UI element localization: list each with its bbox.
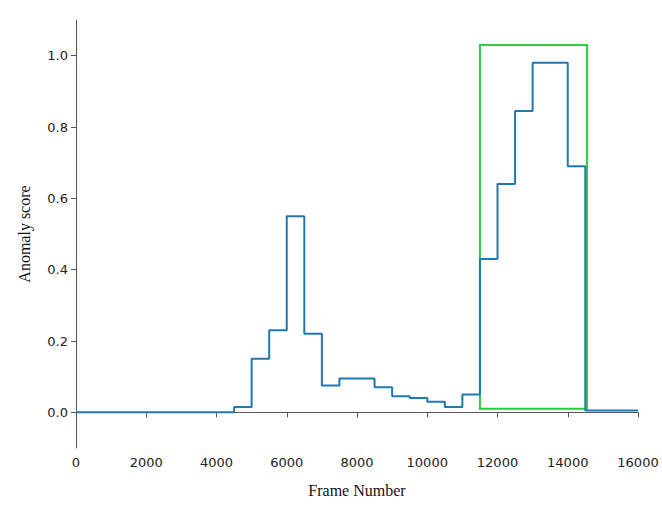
- svg-text:2000: 2000: [130, 455, 163, 470]
- svg-text:12000: 12000: [477, 455, 518, 470]
- svg-text:8000: 8000: [340, 455, 373, 470]
- svg-text:Anomaly score: Anomaly score: [16, 185, 34, 282]
- svg-text:0.0: 0.0: [47, 405, 68, 420]
- svg-text:10000: 10000: [407, 455, 448, 470]
- svg-text:0.4: 0.4: [47, 262, 68, 277]
- svg-text:Frame Number: Frame Number: [308, 482, 406, 499]
- svg-text:0: 0: [72, 455, 80, 470]
- svg-text:0.2: 0.2: [47, 334, 68, 349]
- svg-text:1.0: 1.0: [47, 48, 68, 63]
- svg-text:0.6: 0.6: [47, 191, 68, 206]
- svg-text:0.8: 0.8: [47, 120, 68, 135]
- svg-text:16000: 16000: [617, 455, 658, 470]
- svg-text:4000: 4000: [200, 455, 233, 470]
- svg-text:6000: 6000: [270, 455, 303, 470]
- svg-text:14000: 14000: [547, 455, 588, 470]
